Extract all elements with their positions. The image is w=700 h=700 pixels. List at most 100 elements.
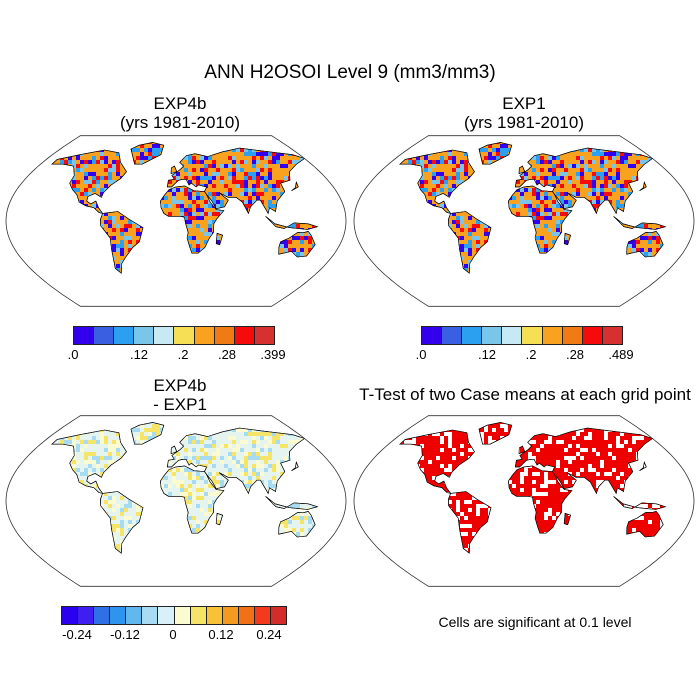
panel-title-line2: (yrs 1981-2010) bbox=[463, 113, 584, 132]
coastline bbox=[291, 181, 299, 191]
panel-title-exp4b: EXP4b (yrs 1981-2010) bbox=[60, 94, 300, 132]
colorbar-tick: 0 bbox=[169, 627, 177, 642]
coastline bbox=[639, 461, 647, 471]
colorbar-swatch bbox=[154, 327, 175, 344]
coastline bbox=[508, 465, 573, 534]
grid-cells bbox=[399, 422, 666, 554]
colorbar-tick: .28 bbox=[565, 347, 585, 362]
colorbar-swatch bbox=[482, 327, 503, 344]
coastline bbox=[448, 211, 492, 274]
coastline bbox=[100, 491, 144, 554]
colorbar-swatch bbox=[190, 607, 207, 624]
colorbar-tick: -0.12 bbox=[110, 627, 140, 642]
colorbar-swatch bbox=[502, 327, 523, 344]
coastline bbox=[563, 232, 571, 246]
map-boundary bbox=[5, 415, 347, 587]
colorbar-tick: .0 bbox=[67, 347, 79, 362]
map-boundary bbox=[353, 135, 695, 307]
colorbar-swatch bbox=[582, 327, 603, 344]
coastline bbox=[166, 147, 306, 215]
coastline bbox=[626, 511, 664, 538]
coastline bbox=[514, 427, 654, 495]
significance-note: Cells are significant at 0.1 level bbox=[438, 614, 632, 630]
map-boundary bbox=[353, 415, 695, 587]
figure-title: ANN H2OSOI Level 9 (mm3/mm3) bbox=[204, 62, 496, 83]
coastline bbox=[170, 445, 178, 455]
colorbar-swatch bbox=[234, 327, 255, 344]
coastline bbox=[100, 211, 144, 274]
colorbar-swatch bbox=[271, 607, 287, 624]
colorbar-tick: .12 bbox=[477, 347, 497, 362]
panel-title-difference: EXP4b - EXP1 bbox=[60, 376, 300, 414]
coastline bbox=[478, 422, 513, 445]
coastline bbox=[399, 149, 475, 214]
colorbar-swatch bbox=[62, 607, 79, 624]
colorbar-swatch bbox=[134, 327, 155, 344]
map-difference bbox=[5, 415, 347, 587]
colorbar-swatch bbox=[254, 327, 274, 344]
colorbar-swatch bbox=[194, 327, 215, 344]
coastline bbox=[514, 147, 654, 215]
coastline bbox=[215, 512, 223, 526]
colorbar-swatch bbox=[142, 607, 159, 624]
coastline bbox=[278, 511, 316, 538]
colorbar-swatch bbox=[174, 327, 195, 344]
coastline bbox=[639, 181, 647, 191]
colorbar-tick: .2 bbox=[177, 347, 189, 362]
colorbar-difference bbox=[61, 606, 287, 625]
colorbar-tick: 0.24 bbox=[256, 627, 282, 642]
continent-japan bbox=[639, 461, 647, 471]
coastline bbox=[399, 429, 475, 494]
colorbar-tick: .0 bbox=[415, 347, 427, 362]
coastline bbox=[518, 165, 526, 175]
coastline bbox=[626, 231, 664, 258]
map-boundary bbox=[5, 135, 347, 307]
panel-title-line2: - EXP1 bbox=[153, 395, 207, 414]
colorbar-exp4b bbox=[73, 326, 275, 345]
coastline bbox=[130, 422, 165, 445]
coastline bbox=[518, 445, 526, 455]
coastline bbox=[170, 165, 178, 175]
coastline bbox=[160, 185, 225, 254]
coastline bbox=[51, 149, 127, 214]
colorbar-swatch bbox=[542, 327, 563, 344]
colorbar-tick: .399 bbox=[260, 347, 286, 362]
map-exp4b bbox=[5, 135, 347, 307]
continent-japan bbox=[291, 181, 299, 191]
colorbar-swatch bbox=[94, 607, 111, 624]
coastline bbox=[130, 142, 165, 165]
colorbar-swatch bbox=[174, 607, 191, 624]
panel-title-line1: EXP4b bbox=[153, 94, 207, 113]
colorbar-swatch bbox=[238, 607, 255, 624]
coastline bbox=[613, 216, 667, 230]
colorbar-swatch bbox=[462, 327, 483, 344]
colorbar-tick: .489 bbox=[608, 347, 634, 362]
panel-title-line1: EXP1 bbox=[502, 94, 546, 113]
colorbar-swatch bbox=[602, 327, 622, 344]
coastline bbox=[166, 427, 306, 495]
colorbar-swatch bbox=[158, 607, 175, 624]
map-ttest bbox=[353, 415, 695, 587]
colorbar-exp1 bbox=[421, 326, 623, 345]
colorbar-swatch bbox=[78, 607, 95, 624]
colorbar-swatch bbox=[442, 327, 463, 344]
colorbar-tick: -0.24 bbox=[62, 627, 92, 642]
panel-title-line1: T-Test of two Case means at each grid po… bbox=[359, 385, 691, 404]
panel-title-exp1: EXP1 (yrs 1981-2010) bbox=[404, 94, 644, 132]
colorbar-tick: .12 bbox=[129, 347, 149, 362]
colorbar-swatch bbox=[206, 607, 223, 624]
colorbar-swatch bbox=[562, 327, 583, 344]
colorbar-swatch bbox=[222, 607, 239, 624]
panel-title-ttest: T-Test of two Case means at each grid po… bbox=[350, 385, 700, 404]
coastline bbox=[478, 142, 513, 165]
coastline bbox=[291, 461, 299, 471]
colorbar-tick: 0.12 bbox=[208, 627, 234, 642]
colorbar-swatch bbox=[114, 327, 135, 344]
colorbar-swatch bbox=[422, 327, 443, 344]
continent-japan bbox=[639, 181, 647, 191]
coastline bbox=[51, 429, 127, 494]
colorbar-tick: .28 bbox=[217, 347, 237, 362]
colorbar-swatch bbox=[522, 327, 543, 344]
colorbar-tick: .2 bbox=[525, 347, 537, 362]
coastline bbox=[613, 496, 667, 510]
